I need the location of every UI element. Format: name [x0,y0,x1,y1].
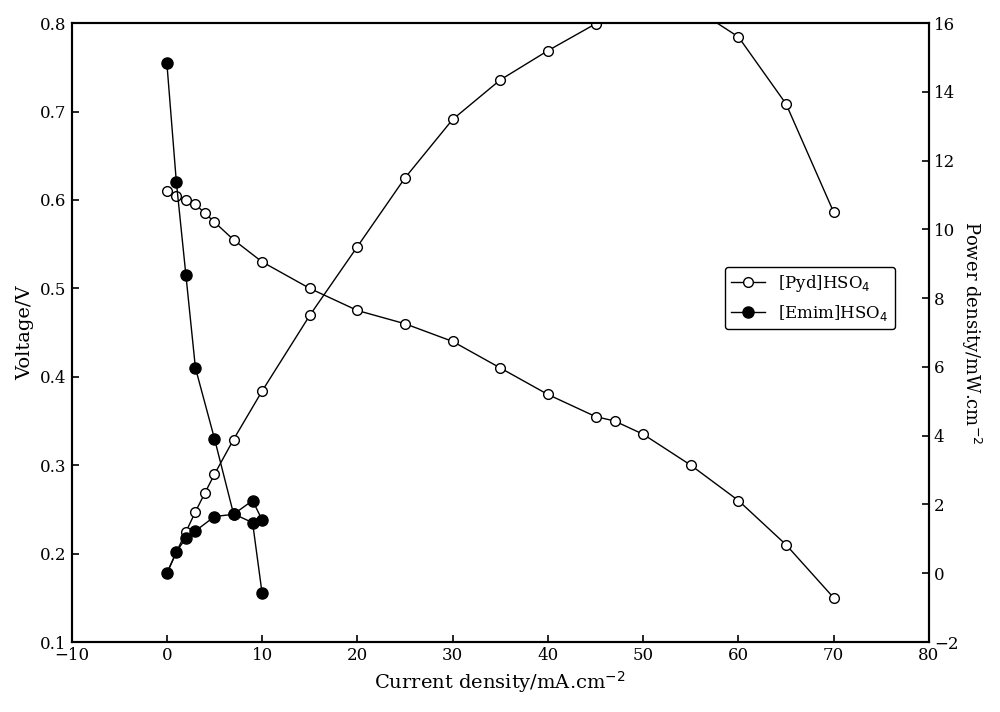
Y-axis label: Power density/mW.cm$^{-2}$: Power density/mW.cm$^{-2}$ [959,221,983,444]
X-axis label: Current density/mA.cm$^{-2}$: Current density/mA.cm$^{-2}$ [374,669,626,696]
Y-axis label: Voltage/V: Voltage/V [17,286,35,380]
Legend: [Pyd]HSO$_4$, [Emim]HSO$_4$: [Pyd]HSO$_4$, [Emim]HSO$_4$ [725,267,895,330]
